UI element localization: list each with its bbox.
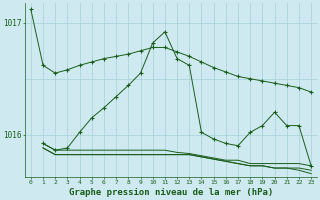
X-axis label: Graphe pression niveau de la mer (hPa): Graphe pression niveau de la mer (hPa) [69, 188, 273, 197]
